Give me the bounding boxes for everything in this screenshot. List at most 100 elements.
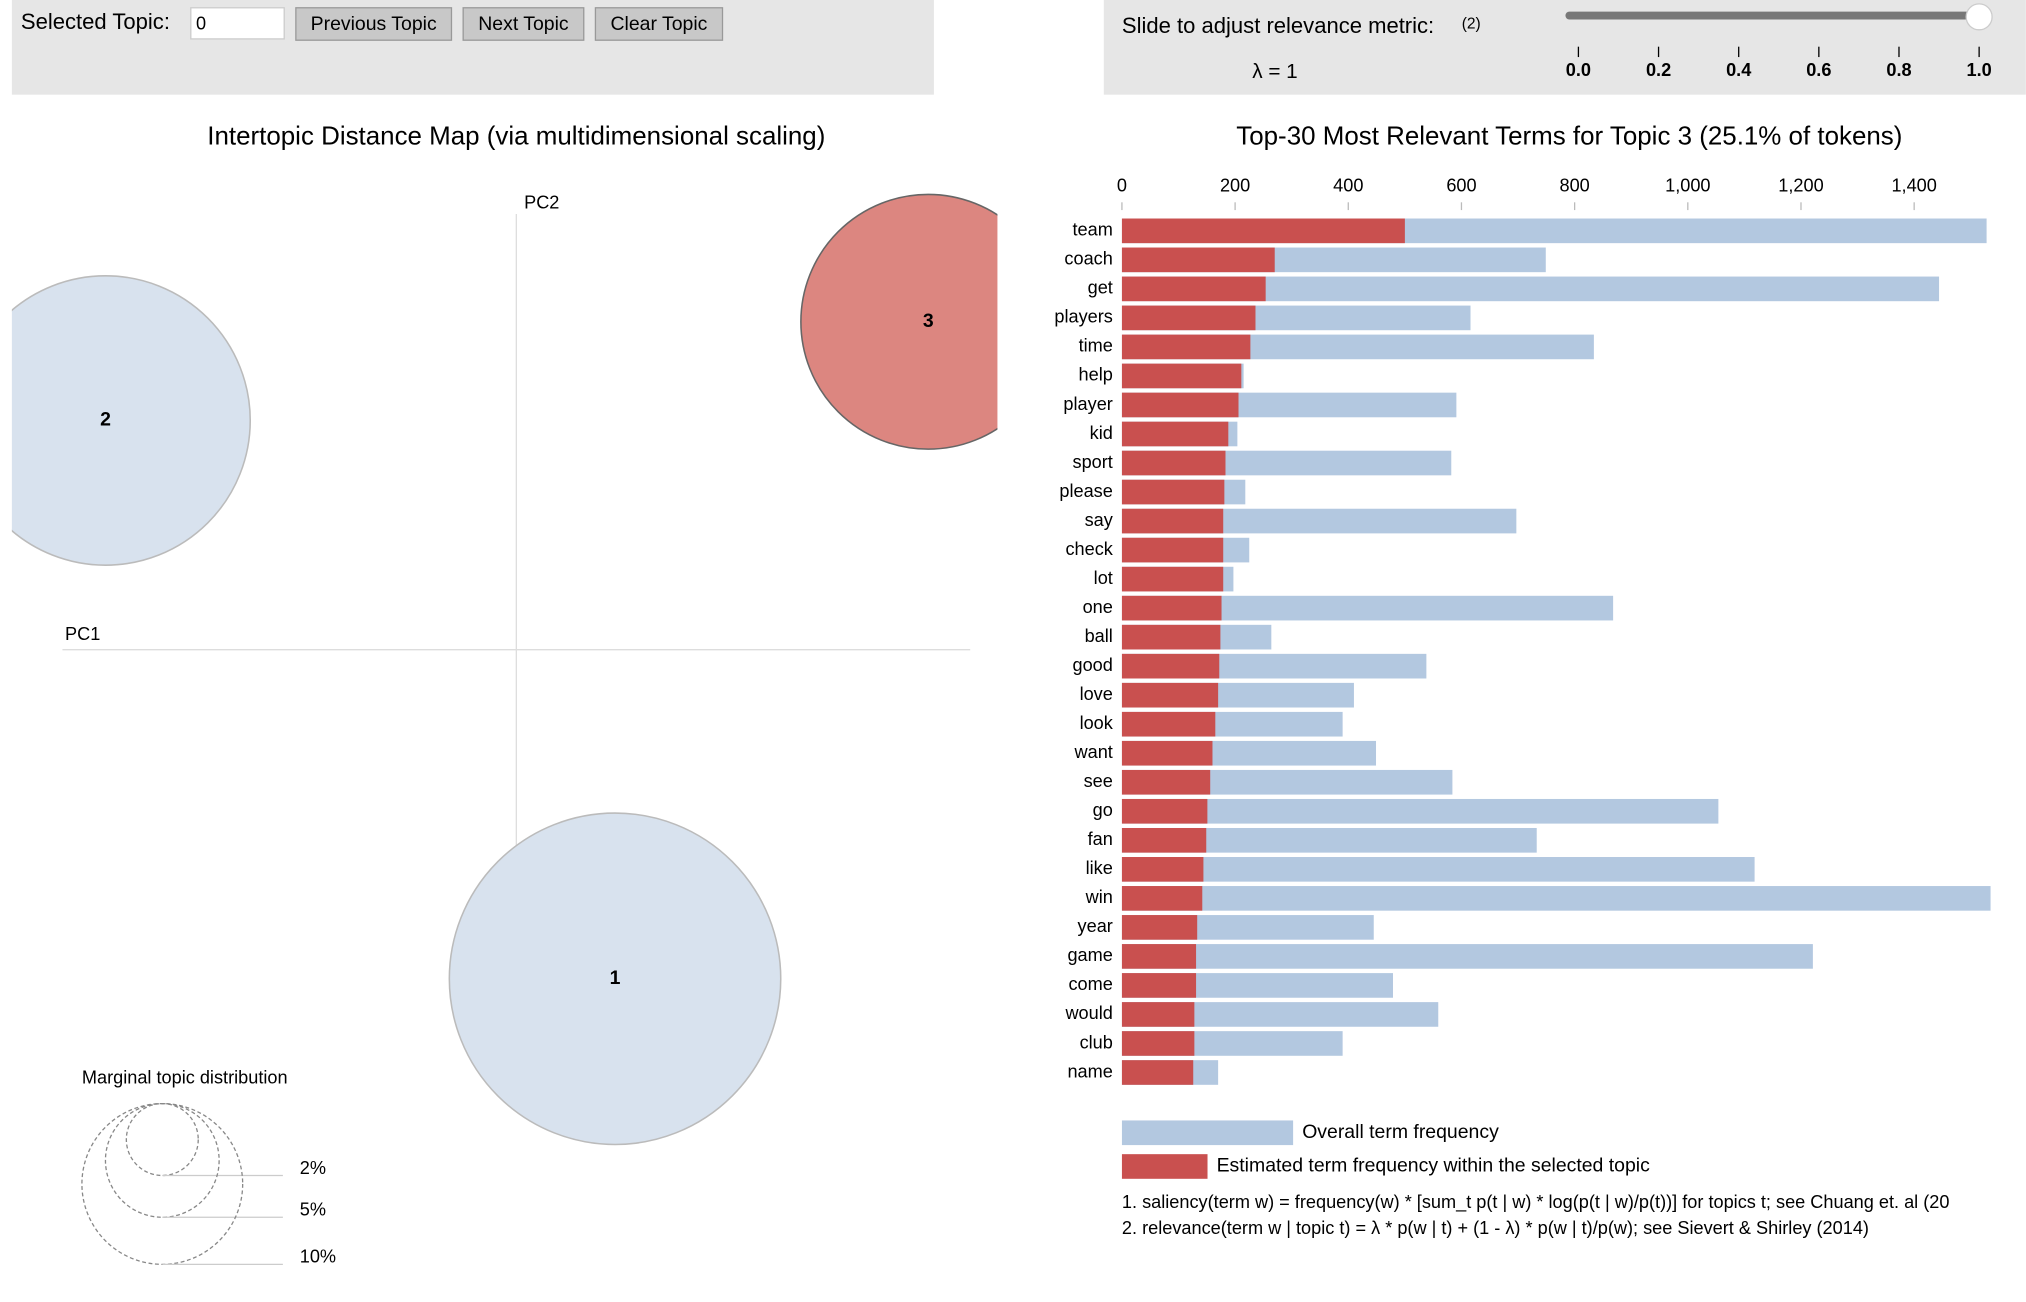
topic-frequency-bar bbox=[1121, 247, 1275, 273]
button-label[interactable]: Next Topic bbox=[478, 13, 569, 35]
button[interactable] bbox=[295, 7, 453, 41]
topic-input-value[interactable]: 0 bbox=[196, 13, 206, 33]
topic-frequency-bar bbox=[1121, 1060, 1194, 1085]
term-label[interactable]: fan bbox=[1088, 829, 1113, 849]
term-label[interactable]: name bbox=[1067, 1061, 1112, 1081]
term-label[interactable]: go bbox=[1093, 800, 1113, 820]
size-legend-circle bbox=[104, 1102, 220, 1218]
term-label[interactable]: would bbox=[1064, 1003, 1112, 1023]
size-legend-title: Marginal topic distribution bbox=[82, 1068, 288, 1088]
x-tick-label: 400 bbox=[1333, 176, 1363, 196]
slider-tick-label: 0.6 bbox=[1806, 60, 1831, 80]
topic-frequency-bar bbox=[1121, 566, 1224, 592]
chart-title: Intertopic Distance Map (via multidimens… bbox=[207, 122, 825, 150]
x-axis-label: PC1 bbox=[65, 624, 100, 644]
slider-tick-label: 0.2 bbox=[1646, 60, 1671, 80]
term-label[interactable]: love bbox=[1080, 684, 1113, 704]
footnote: 2. relevance(term w | topic t) = λ * p(w… bbox=[1122, 1218, 1869, 1238]
topic-frequency-bar bbox=[1121, 537, 1224, 563]
term-label[interactable]: ball bbox=[1085, 626, 1113, 646]
topic-frequency-bar bbox=[1121, 915, 1198, 940]
term-label[interactable]: check bbox=[1065, 539, 1113, 559]
overall-frequency-bar bbox=[1121, 857, 1755, 882]
topic-frequency-bar bbox=[1121, 798, 1208, 824]
term-label[interactable]: kid bbox=[1090, 423, 1113, 443]
term-label[interactable]: sport bbox=[1073, 452, 1113, 472]
topic-bubble[interactable] bbox=[448, 812, 782, 1146]
x-tick-label: 1,200 bbox=[1778, 176, 1823, 196]
chart-title: Top-30 Most Relevant Terms for Topic 3 (… bbox=[1236, 122, 1902, 150]
button-label[interactable]: Clear Topic bbox=[611, 13, 708, 35]
x-tick-label: 600 bbox=[1446, 176, 1476, 196]
topic-bubble[interactable] bbox=[800, 193, 1056, 450]
topic-input[interactable] bbox=[190, 7, 285, 40]
topic-frequency-bar bbox=[1121, 827, 1207, 853]
term-label[interactable]: look bbox=[1080, 713, 1114, 733]
slider-knob[interactable] bbox=[1965, 3, 1993, 31]
topic-frequency-bar bbox=[1121, 740, 1213, 766]
term-label[interactable]: say bbox=[1085, 510, 1114, 530]
button-label[interactable]: Previous Topic bbox=[311, 13, 437, 35]
slider-track[interactable] bbox=[1565, 11, 1981, 20]
slider-tick-label: 0.4 bbox=[1726, 60, 1751, 80]
topic-frequency-bar bbox=[1121, 363, 1242, 389]
topic-frequency-bar bbox=[1121, 886, 1203, 911]
term-label[interactable]: one bbox=[1083, 597, 1113, 617]
term-label[interactable]: coach bbox=[1064, 249, 1112, 269]
term-label[interactable]: come bbox=[1068, 974, 1112, 994]
bubbles: 1 2 3 bbox=[0, 193, 1056, 1146]
topic-frequency-bar bbox=[1121, 1002, 1195, 1027]
slider-label: Slide to adjust relevance metric: bbox=[1122, 13, 1434, 38]
button[interactable] bbox=[594, 7, 724, 41]
topic-frequency-bar bbox=[1121, 973, 1197, 998]
topic-frequency-bar bbox=[1121, 624, 1221, 650]
term-label[interactable]: time bbox=[1079, 336, 1113, 356]
overall-frequency-bar bbox=[1121, 886, 1991, 911]
term-label[interactable]: get bbox=[1088, 278, 1113, 298]
topic-bubble[interactable] bbox=[0, 275, 251, 566]
term-label[interactable]: year bbox=[1078, 916, 1113, 936]
topic-frequency-bar bbox=[1121, 682, 1219, 708]
lambda-label: λ = 1 bbox=[1252, 60, 1298, 83]
x-tick-label: 1,400 bbox=[1891, 176, 1936, 196]
x-tick-label: 800 bbox=[1559, 176, 1589, 196]
topic-frequency-bar bbox=[1121, 450, 1226, 476]
legend-label: Overall term frequency bbox=[1302, 1121, 1499, 1143]
topic-label: 2 bbox=[100, 409, 111, 431]
size-legend-circle bbox=[81, 1102, 244, 1265]
term-label[interactable]: lot bbox=[1094, 568, 1113, 588]
topic-frequency-bar bbox=[1121, 334, 1251, 360]
topic-frequency-bar bbox=[1121, 1031, 1195, 1056]
y-axis-label: PC2 bbox=[524, 192, 559, 212]
topic-frequency-bar bbox=[1121, 479, 1225, 505]
slider-tick-label: 0.8 bbox=[1886, 60, 1911, 80]
term-label[interactable]: like bbox=[1086, 858, 1113, 878]
size-legend-circle bbox=[125, 1102, 199, 1177]
term-label[interactable]: club bbox=[1080, 1032, 1113, 1052]
term-label[interactable]: please bbox=[1059, 481, 1112, 501]
button[interactable] bbox=[462, 7, 585, 41]
size-legend-label: 10% bbox=[300, 1247, 336, 1267]
term-label[interactable]: want bbox=[1074, 742, 1113, 762]
slider-tick-label: 0.0 bbox=[1566, 60, 1591, 80]
topic-frequency-bar bbox=[1121, 392, 1239, 418]
topic-frequency-bar bbox=[1121, 711, 1216, 737]
term-label[interactable]: good bbox=[1072, 655, 1112, 675]
term-label[interactable]: help bbox=[1079, 365, 1113, 385]
topic-label: 1 bbox=[610, 967, 621, 989]
term-label[interactable]: see bbox=[1084, 771, 1113, 791]
size-legend-label: 2% bbox=[300, 1158, 326, 1178]
x-tick-label: 0 bbox=[1117, 176, 1127, 196]
term-label[interactable]: player bbox=[1063, 394, 1112, 414]
term-label[interactable]: players bbox=[1054, 307, 1112, 327]
term-label[interactable]: team bbox=[1073, 220, 1113, 240]
x-tick-label: 200 bbox=[1220, 176, 1250, 196]
term-label[interactable]: win bbox=[1085, 887, 1113, 907]
term-label[interactable]: game bbox=[1067, 945, 1112, 965]
selected-topic-label: Selected Topic: bbox=[21, 9, 170, 34]
topic-frequency-bar bbox=[1121, 421, 1229, 447]
legend-swatch bbox=[1121, 1120, 1294, 1146]
topic-frequency-bar bbox=[1121, 857, 1204, 882]
